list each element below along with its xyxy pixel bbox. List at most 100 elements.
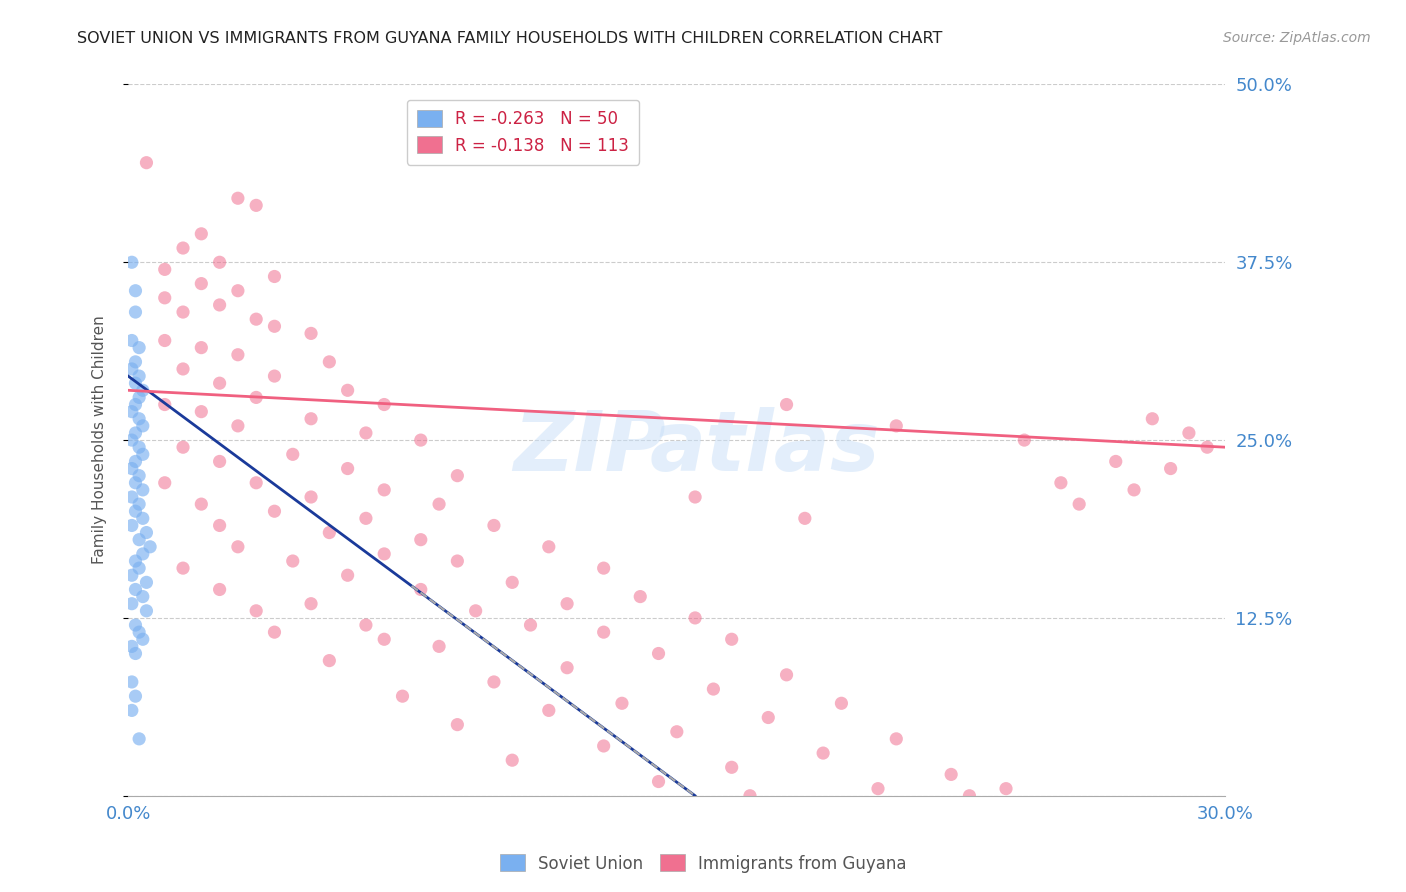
Point [132,418,155,433]
Point [132,511,155,525]
Point [128,391,150,405]
Point [124,398,146,412]
Point [1197,440,1219,454]
Point [128,561,150,575]
Point [121,568,143,582]
Point [884,418,907,433]
Point [446,554,468,568]
Point [226,348,249,362]
Point [190,277,212,291]
Point [226,418,249,433]
Point [245,198,267,212]
Point [299,326,322,341]
Point [866,781,889,796]
Point [245,604,267,618]
Point [172,440,194,454]
Point [702,681,724,696]
Point [124,284,146,298]
Point [519,618,541,632]
Point [811,746,834,760]
Point [775,398,797,412]
Point [427,640,450,654]
Point [263,625,285,640]
Point [647,774,669,789]
Point [354,425,377,440]
Point [299,411,322,425]
Point [263,269,285,284]
Y-axis label: Family Households with Children: Family Households with Children [93,316,107,565]
Point [124,554,146,568]
Point [124,504,146,518]
Point [124,618,146,632]
Point [555,597,578,611]
Point [124,647,146,661]
Point [281,554,304,568]
Point [373,547,395,561]
Point [1069,497,1091,511]
Point [281,447,304,461]
Point [208,518,231,533]
Point [128,411,150,425]
Text: Source: ZipAtlas.com: Source: ZipAtlas.com [1223,31,1371,45]
Point [124,305,146,319]
Point [628,590,651,604]
Point [354,618,377,632]
Point [555,661,578,675]
Point [124,376,146,391]
Point [128,731,150,746]
Point [226,191,249,205]
Point [482,518,505,533]
Point [738,789,761,803]
Point [610,696,633,710]
Text: atlas: atlas [650,407,880,488]
Point [959,789,981,803]
Point [354,511,377,525]
Point [190,341,212,355]
Point [132,384,155,398]
Point [245,391,267,405]
Point [121,255,143,269]
Point [153,398,176,412]
Point [756,710,779,724]
Point [427,497,450,511]
Point [128,468,150,483]
Point [190,404,212,418]
Point [121,703,143,717]
Point [121,334,143,348]
Point [537,703,560,717]
Point [128,497,150,511]
Point [172,362,194,376]
Point [1014,433,1036,447]
Point [336,384,359,398]
Point [153,262,176,277]
Point [128,369,150,384]
Point [683,490,706,504]
Point [482,675,505,690]
Point [132,632,155,647]
Point [226,540,249,554]
Legend: R = -0.263   N = 50, R = -0.138   N = 113: R = -0.263 N = 50, R = -0.138 N = 113 [408,100,640,164]
Point [373,632,395,647]
Point [245,475,267,490]
Point [121,433,143,447]
Point [501,575,523,590]
Point [592,561,614,575]
Point [1050,475,1073,490]
Point [409,533,432,547]
Point [299,490,322,504]
Point [128,533,150,547]
Point [124,689,146,703]
Point [336,461,359,475]
Point [464,604,486,618]
Point [793,511,815,525]
Point [1178,425,1201,440]
Text: ZIP: ZIP [513,407,665,488]
Point [226,284,249,298]
Point [124,582,146,597]
Point [409,433,432,447]
Point [537,540,560,554]
Point [121,518,143,533]
Point [720,632,742,647]
Point [208,582,231,597]
Point [1105,454,1128,468]
